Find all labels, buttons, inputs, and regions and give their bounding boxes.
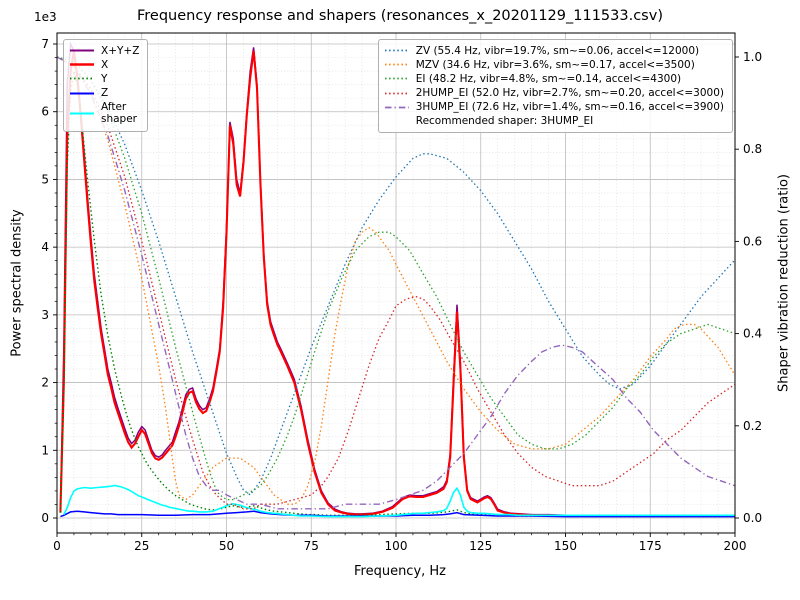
series-x-line bbox=[59, 50, 735, 518]
legend-item-z: Z bbox=[69, 87, 139, 100]
left-axis-multiplier: 1e3 bbox=[34, 10, 57, 24]
x-tick-label: 25 bbox=[134, 539, 149, 553]
x-tick-label: 175 bbox=[639, 539, 662, 553]
legend-label: After shaper bbox=[101, 100, 138, 126]
legend-line-sample-sum bbox=[70, 49, 94, 52]
x-tick-label: 0 bbox=[53, 539, 61, 553]
legend-item-3hump_ei: 3HUMP_EI (72.6 Hz, vibr=1.4%, sm~=0.16, … bbox=[384, 101, 724, 114]
shaper-legend: ZV (55.4 Hz, vibr=19.7%, sm~=0.06, accel… bbox=[377, 39, 733, 134]
y-right-tick-label: 1.0 bbox=[743, 50, 762, 64]
legend-item-sum: X+Y+Z bbox=[69, 45, 139, 58]
legend-line-sample-zv bbox=[384, 49, 409, 52]
legend-label: 3HUMP_EI (72.6 Hz, vibr=1.4%, sm~=0.16, … bbox=[415, 100, 724, 113]
x-tick-label: 100 bbox=[385, 539, 408, 553]
y-left-tick-label: 4 bbox=[41, 240, 49, 254]
legend-line-sample-x bbox=[70, 63, 94, 67]
legend-label: 2HUMP_EI (52.0 Hz, vibr=2.7%, sm~=0.20, … bbox=[415, 86, 724, 99]
legend-item-y: Y bbox=[69, 73, 139, 86]
legend-label: EI (48.2 Hz, vibr=4.8%, sm~=0.14, accel<… bbox=[415, 72, 682, 85]
legend-line-sample-y bbox=[70, 78, 94, 80]
legend-line-sample-z bbox=[70, 92, 94, 95]
legend-label: MZV (34.6 Hz, vibr=3.6%, sm~=0.17, accel… bbox=[415, 58, 695, 71]
series-y-line bbox=[59, 70, 735, 518]
legend-label: X bbox=[101, 58, 109, 71]
x-axis-label: Frequency, Hz bbox=[353, 564, 447, 579]
x-tick-label: 200 bbox=[724, 539, 747, 553]
legend-label: Y bbox=[101, 72, 108, 85]
x-tick-label: 150 bbox=[554, 539, 577, 553]
y-left-tick-label: 1 bbox=[41, 443, 49, 457]
legend-item-mzv: MZV (34.6 Hz, vibr=3.6%, sm~=0.17, accel… bbox=[384, 59, 724, 72]
series-after-line bbox=[63, 484, 735, 518]
y-left-tick-label: 3 bbox=[41, 308, 49, 322]
legend-line-sample-3hump_ei bbox=[384, 106, 409, 109]
x-tick-label: 75 bbox=[304, 539, 319, 553]
right-axis-label: Shaper vibration reduction (ratio) bbox=[776, 174, 792, 392]
psd-legend: X+Y+Z X Y Z After shaper bbox=[63, 39, 149, 132]
legend-label: Z bbox=[101, 86, 109, 99]
chart-title: Frequency response and shapers (resonanc… bbox=[137, 8, 663, 24]
y-left-tick-label: 7 bbox=[41, 37, 49, 51]
x-tick-label: 125 bbox=[469, 539, 492, 553]
y-right-tick-label: 0.0 bbox=[743, 511, 762, 525]
legend-spacer bbox=[384, 116, 410, 127]
x-tick-label: 50 bbox=[219, 539, 234, 553]
legend-label: Recommended shaper: 3HUMP_EI bbox=[415, 114, 594, 127]
y-left-tick-label: 6 bbox=[41, 105, 49, 119]
series-mzv-line bbox=[57, 56, 735, 505]
left-axis-label: Power spectral density bbox=[9, 209, 25, 357]
legend-item-zv: ZV (55.4 Hz, vibr=19.7%, sm~=0.06, accel… bbox=[384, 45, 724, 58]
legend-label: ZV (55.4 Hz, vibr=19.7%, sm~=0.06, accel… bbox=[415, 44, 700, 57]
legend-line-sample-mzv bbox=[384, 64, 409, 66]
legend-item-x: X bbox=[69, 59, 139, 72]
y-left-tick-label: 2 bbox=[41, 376, 49, 390]
legend-line-sample-ei bbox=[384, 78, 409, 80]
legend-line-sample-2hump_ei bbox=[384, 92, 409, 94]
legend-item-after: After shaper bbox=[69, 101, 139, 126]
y-right-tick-label: 0.6 bbox=[743, 234, 762, 248]
series-z-line bbox=[60, 510, 735, 518]
series-3hump_ei-line bbox=[57, 56, 735, 510]
legend-item-ei: EI (48.2 Hz, vibr=4.8%, sm~=0.14, accel<… bbox=[384, 73, 724, 86]
legend-line-sample-after bbox=[70, 112, 94, 115]
legend-recommendation: Recommended shaper: 3HUMP_EI bbox=[384, 115, 724, 128]
legend-item-2hump_ei: 2HUMP_EI (52.0 Hz, vibr=2.7%, sm~=0.20, … bbox=[384, 87, 724, 100]
y-left-tick-label: 0 bbox=[41, 511, 49, 525]
y-right-tick-label: 0.8 bbox=[743, 142, 762, 156]
legend-label: X+Y+Z bbox=[101, 44, 140, 57]
y-right-tick-label: 0.4 bbox=[743, 327, 762, 341]
y-right-tick-label: 0.2 bbox=[743, 419, 762, 433]
y-left-tick-label: 5 bbox=[41, 172, 49, 186]
